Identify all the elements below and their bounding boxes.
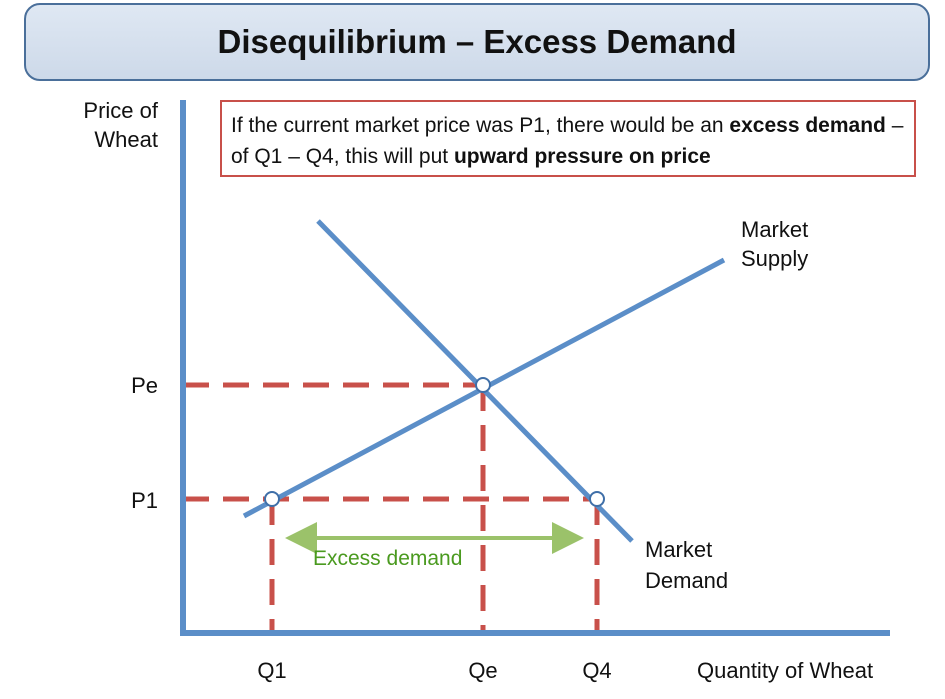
y-axis-title-line2: Wheat [94,127,158,152]
demand-label: Market Demand [645,534,728,596]
demand-label-line2: Demand [645,568,729,593]
note-text-1: If the current market price was P1, ther… [231,114,730,137]
tick-pe: Pe [131,373,158,398]
tick-p1: P1 [131,488,158,513]
diagram-title: Disequilibrium – Excess Demand [217,23,737,60]
excess-demand-label: Excess demand [313,547,463,570]
x-axis-title: Quantity of Wheat [697,658,874,683]
supply-label: Market Supply [741,215,808,273]
q1-supply-point [264,491,280,507]
tick-qe: Qe [468,658,498,683]
supply-label-line2: Supply [741,246,809,271]
tick-q1: Q1 [257,658,287,683]
demand-label-line1: Market [645,537,713,562]
tick-q4: Q4 [582,658,612,683]
supply-label-line1: Market [741,217,809,242]
title-banner: Disequilibrium – Excess Demand [24,3,930,81]
y-axis-title-line1: Price of [83,98,158,123]
q4-demand-point [589,491,605,507]
note-bold-excess-demand: excess demand [729,114,886,137]
note-text-2: – of Q1 – Q4, this will put [231,114,904,168]
equilibrium-point [475,377,491,393]
y-axis-title: Price of Wheat [60,96,158,154]
explanation-note: If the current market price was P1, ther… [220,100,916,177]
demand-curve [316,219,634,543]
note-bold-upward-pressure: upward pressure on price [453,145,711,168]
